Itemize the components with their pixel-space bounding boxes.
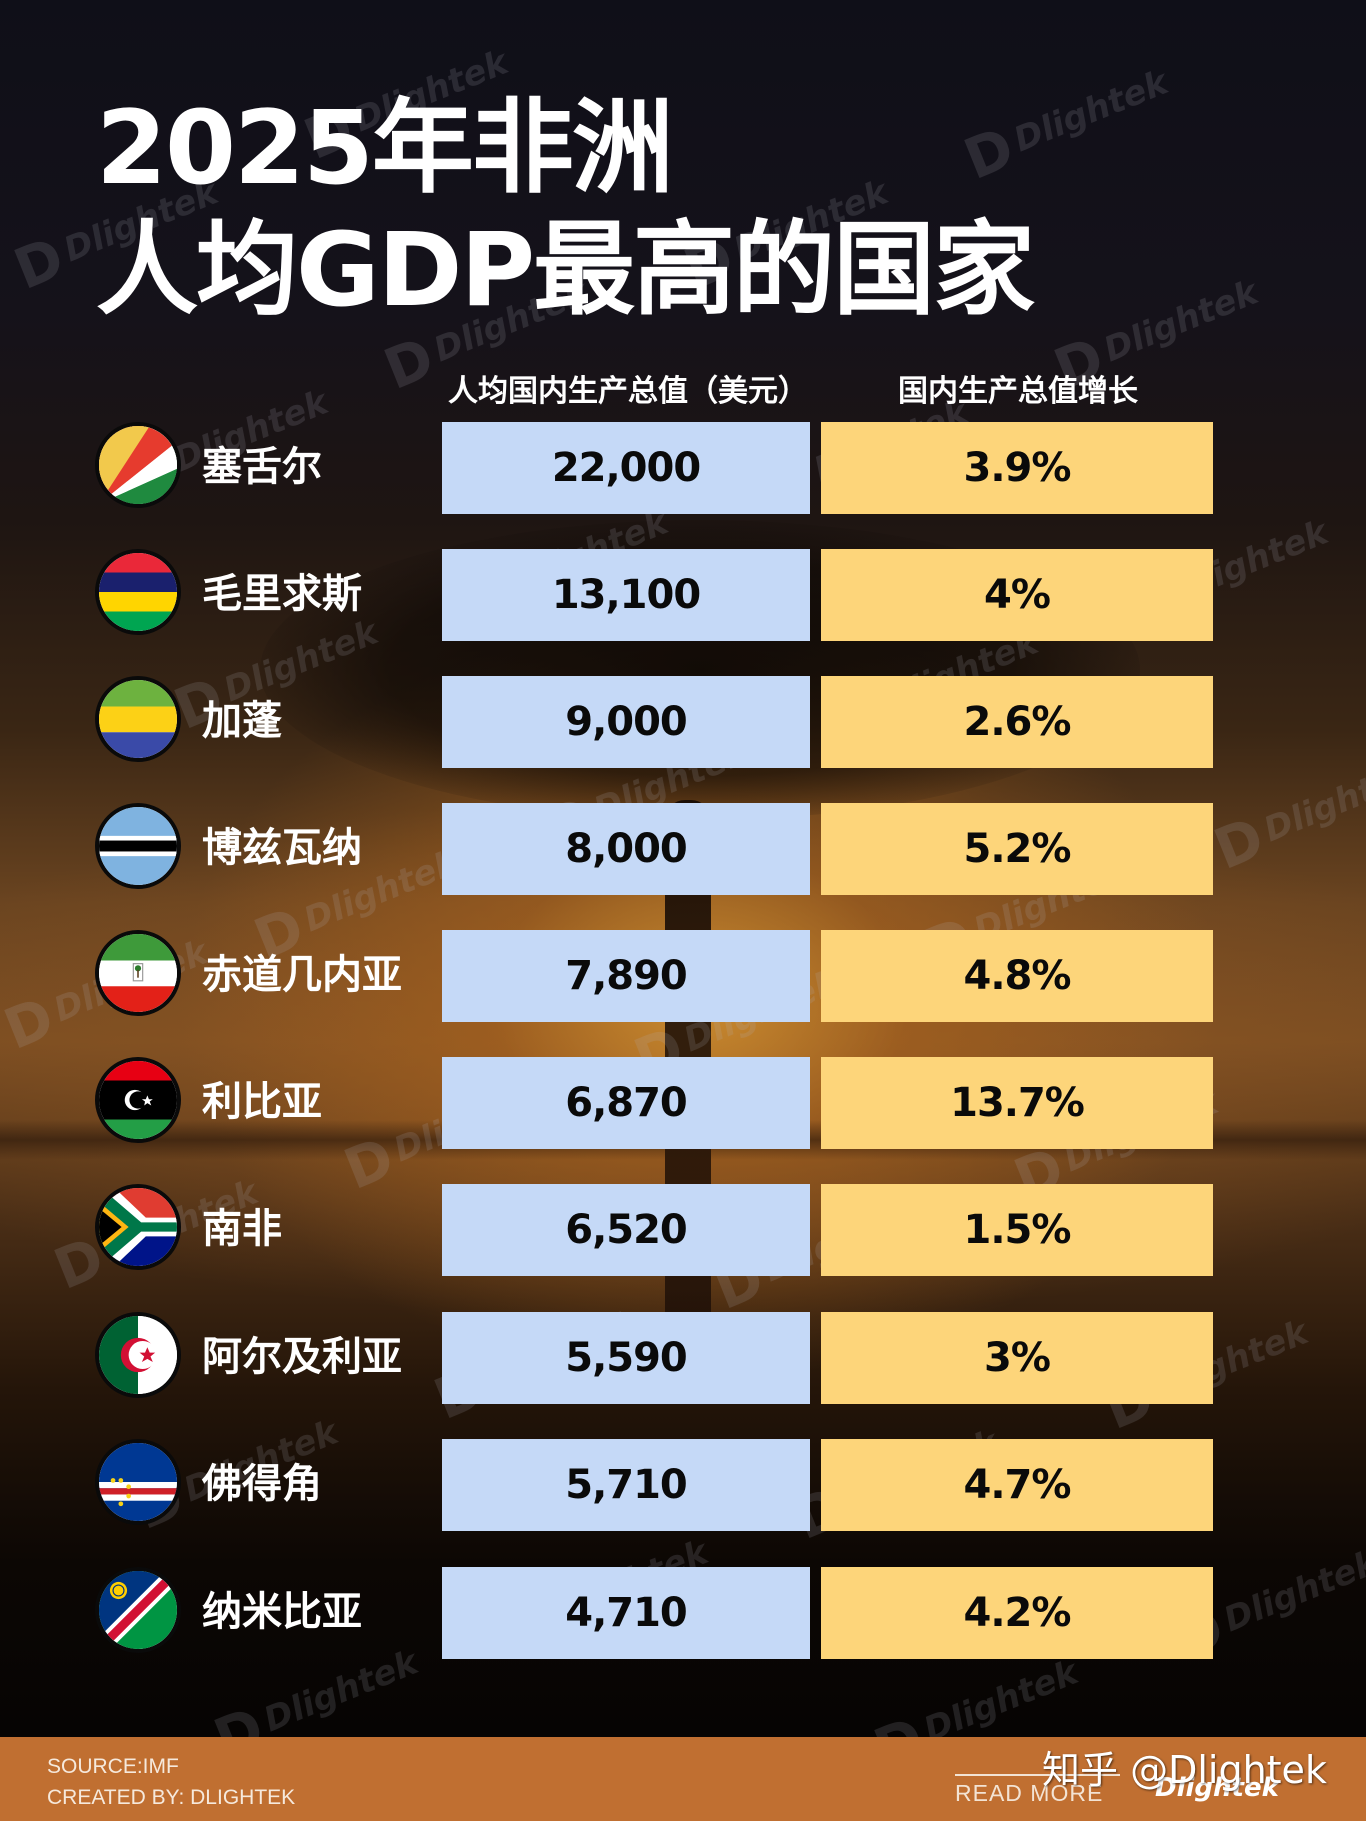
cape-verde-flag-icon [95, 1439, 181, 1525]
gdp-growth-cell: 4% [821, 549, 1213, 641]
gdp-growth-cell: 4.8% [821, 930, 1213, 1022]
gdp-per-capita-cell: 7,890 [442, 930, 810, 1022]
column-header-gdp-growth: 国内生产总值增长 [898, 374, 1138, 409]
gdp-growth-cell: 1.5% [821, 1184, 1213, 1276]
namibia-flag-icon [95, 1567, 181, 1653]
mauritius-flag-icon [95, 549, 181, 635]
column-header-gdp-per-capita: 人均国内生产总值（美元） [448, 374, 808, 409]
country-name: 加蓬 [202, 698, 282, 744]
footer-band: SOURCE:IMF CREATED BY: DLIGHTEK READ MOR… [0, 1737, 1366, 1821]
gdp-per-capita-cell: 5,710 [442, 1439, 810, 1531]
table-row: 佛得角 5,710 4.7% [0, 1439, 1366, 1531]
gdp-per-capita-cell: 4,710 [442, 1567, 810, 1659]
gdp-growth-cell: 4.2% [821, 1567, 1213, 1659]
table-row: 南非 6,520 1.5% [0, 1184, 1366, 1276]
gdp-per-capita-cell: 9,000 [442, 676, 810, 768]
algeria-flag-icon [95, 1312, 181, 1398]
country-name: 毛里求斯 [202, 571, 362, 617]
read-more-divider [955, 1774, 1120, 1776]
gdp-growth-cell: 13.7% [821, 1057, 1213, 1149]
country-name: 佛得角 [202, 1461, 322, 1507]
country-name: 塞舌尔 [202, 444, 322, 490]
table-row: 赤道几内亚 7,890 4.8% [0, 930, 1366, 1022]
gdp-growth-cell: 3.9% [821, 422, 1213, 514]
gdp-per-capita-cell: 13,100 [442, 549, 810, 641]
libya-flag-icon [95, 1057, 181, 1143]
footer-credits: SOURCE:IMF CREATED BY: DLIGHTEK [47, 1751, 295, 1813]
title-line-1: 2025年非洲 [96, 89, 674, 208]
gabon-flag-icon [95, 676, 181, 762]
page-title: 2025年非洲 人均GDP最高的国家 [96, 88, 1035, 332]
table-row: 纳米比亚 4,710 4.2% [0, 1567, 1366, 1659]
gdp-growth-cell: 4.7% [821, 1439, 1213, 1531]
table-row: 博兹瓦纳 8,000 5.2% [0, 803, 1366, 895]
gdp-per-capita-cell: 5,590 [442, 1312, 810, 1404]
read-more-link[interactable]: READ MORE [955, 1780, 1104, 1806]
gdp-per-capita-cell: 6,870 [442, 1057, 810, 1149]
table-row: 利比亚 6,870 13.7% [0, 1057, 1366, 1149]
gdp-growth-cell: 2.6% [821, 676, 1213, 768]
table-row: 塞舌尔 22,000 3.9% [0, 422, 1366, 514]
country-name: 博兹瓦纳 [202, 825, 362, 871]
gdp-per-capita-cell: 6,520 [442, 1184, 810, 1276]
table-row: 毛里求斯 13,100 4% [0, 549, 1366, 641]
title-line-2: 人均GDP最高的国家 [96, 211, 1035, 330]
gdp-per-capita-cell: 22,000 [442, 422, 810, 514]
country-name: 南非 [202, 1206, 282, 1252]
country-name: 纳米比亚 [202, 1589, 362, 1635]
country-name: 利比亚 [202, 1079, 322, 1125]
seychelles-flag-icon [95, 422, 181, 508]
created-by-label: CREATED BY: DLIGHTEK [47, 1786, 296, 1809]
equatorial-guinea-flag-icon [95, 930, 181, 1016]
gdp-per-capita-cell: 8,000 [442, 803, 810, 895]
table-row: 加蓬 9,000 2.6% [0, 676, 1366, 768]
platform-watermark: 知乎 @Dlightek [1042, 1748, 1327, 1792]
country-name: 阿尔及利亚 [202, 1334, 402, 1380]
table-row: 阿尔及利亚 5,590 3% [0, 1312, 1366, 1404]
brand-logo: Dlightek [1155, 1773, 1279, 1803]
country-name: 赤道几内亚 [202, 952, 402, 998]
gdp-growth-cell: 5.2% [821, 803, 1213, 895]
source-label: SOURCE:IMF [47, 1755, 179, 1778]
botswana-flag-icon [95, 803, 181, 889]
gdp-growth-cell: 3% [821, 1312, 1213, 1404]
south-africa-flag-icon [95, 1184, 181, 1270]
